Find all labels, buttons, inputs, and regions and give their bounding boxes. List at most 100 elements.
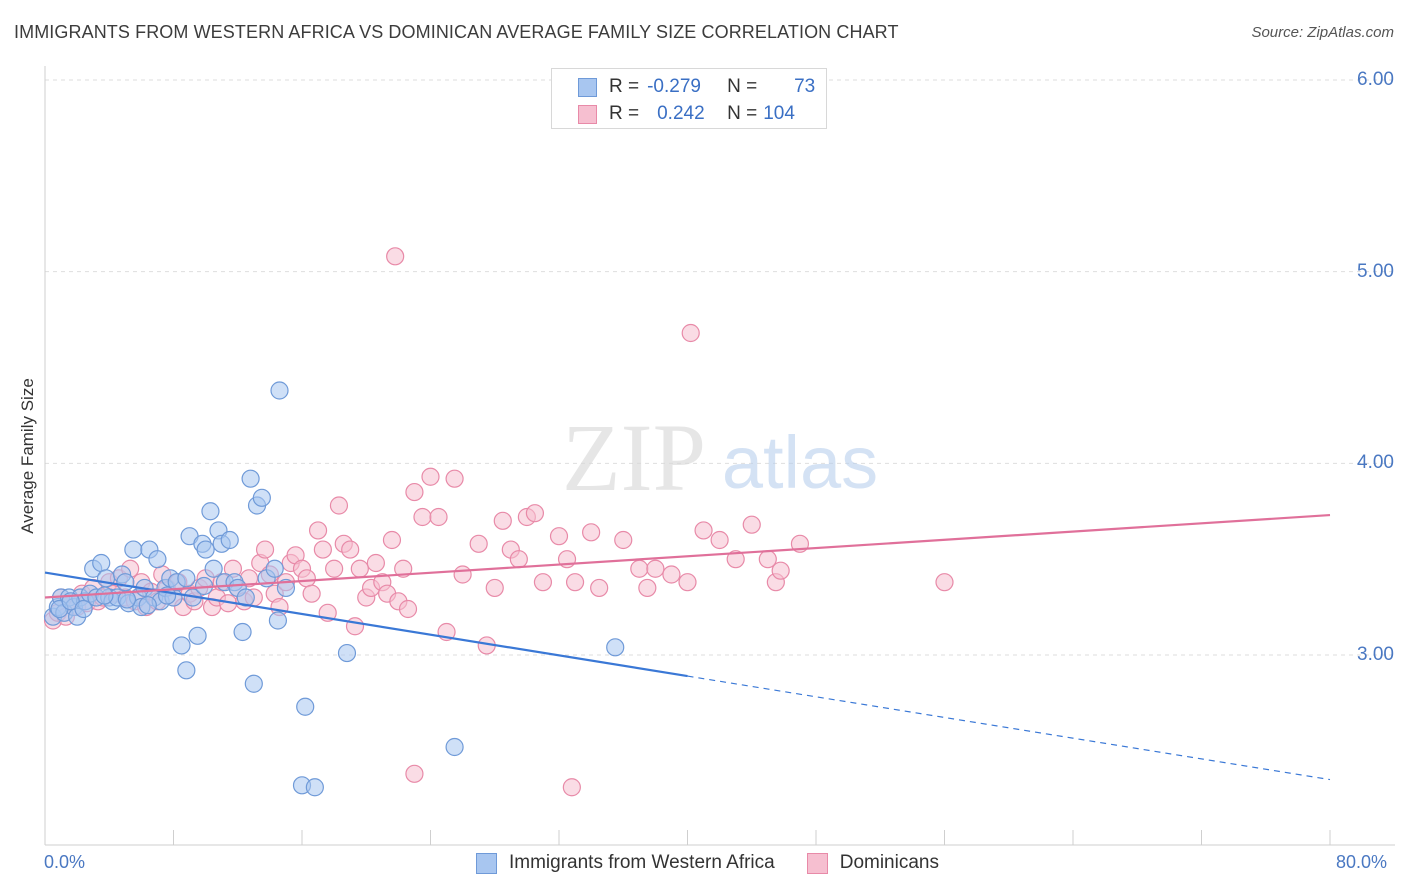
data-point <box>276 578 296 598</box>
data-point <box>172 636 191 655</box>
trend-line-western-africa-extension <box>687 675 1331 781</box>
r-value: -0.279 <box>647 76 701 97</box>
data-point <box>646 559 665 578</box>
data-point <box>220 530 239 550</box>
x-tick-label-max: 80.0% <box>1336 852 1388 872</box>
data-point <box>92 553 111 573</box>
y-tick-label: 4.00 <box>1357 452 1394 474</box>
data-point <box>678 573 697 592</box>
data-point <box>565 573 585 592</box>
data-point <box>386 247 405 266</box>
data-point <box>296 697 315 716</box>
data-point <box>366 553 385 573</box>
data-point <box>325 559 344 578</box>
data-point <box>329 496 349 515</box>
n-label: N = <box>727 76 758 97</box>
data-point <box>201 502 220 521</box>
data-point <box>525 504 545 523</box>
data-point <box>188 626 207 645</box>
legend-item-western-africa[interactable]: Immigrants from Western Africa <box>476 852 775 874</box>
stats-row-dominicans: R = 0.242 N = 104 <box>578 102 801 126</box>
r-label: R = <box>609 76 640 97</box>
data-point <box>394 559 413 578</box>
data-point <box>305 778 324 797</box>
data-point <box>268 611 288 630</box>
data-point <box>341 540 360 559</box>
axes <box>44 66 1395 846</box>
series-dominicans <box>43 247 954 797</box>
data-point <box>710 530 729 550</box>
data-point <box>771 561 790 580</box>
data-point <box>308 521 328 540</box>
data-point <box>255 540 275 559</box>
watermark-zip: ZIP <box>562 404 706 511</box>
chart-title: IMMIGRANTS FROM WESTERN AFRICA VS DOMINI… <box>14 22 899 42</box>
r-label: R = <box>609 103 640 124</box>
blue-legend-swatch <box>476 852 497 874</box>
data-point <box>614 530 633 550</box>
data-point <box>662 565 681 584</box>
data-point <box>241 469 260 488</box>
data-point <box>177 569 196 588</box>
n-value: 73 <box>794 76 816 97</box>
data-point <box>469 534 488 553</box>
data-point <box>204 559 223 578</box>
pink-legend-swatch <box>806 852 828 874</box>
legend-label: Dominicans <box>839 852 939 873</box>
r-value: 0.242 <box>657 103 705 124</box>
watermark: ZIP atlas <box>562 404 878 511</box>
data-point <box>485 578 504 598</box>
data-point <box>148 550 167 569</box>
data-point <box>935 573 954 592</box>
watermark-atlas: atlas <box>722 421 878 504</box>
data-point <box>382 530 402 550</box>
y-tick-label: 5.00 <box>1357 260 1394 282</box>
data-point <box>509 550 528 569</box>
data-point <box>345 617 365 636</box>
data-point <box>405 764 424 783</box>
data-point <box>124 540 143 559</box>
n-value: 104 <box>763 103 795 124</box>
n-label: N = <box>727 103 758 124</box>
y-axis-label: Average Family Size <box>18 378 37 534</box>
data-point <box>398 599 418 619</box>
data-point <box>337 643 357 663</box>
data-point <box>582 523 601 542</box>
data-point <box>742 515 761 534</box>
data-point <box>638 578 657 598</box>
data-point <box>413 507 432 527</box>
trend-line-dominicans <box>44 513 1331 599</box>
data-point <box>116 573 135 592</box>
data-point <box>177 661 196 680</box>
data-point <box>270 381 289 400</box>
data-point <box>590 578 609 598</box>
data-point <box>196 540 215 559</box>
blue-swatch <box>578 77 597 97</box>
data-point <box>117 590 137 609</box>
data-point <box>313 540 332 559</box>
x-tick-label-min: 0.0% <box>44 852 86 872</box>
data-point <box>562 778 581 797</box>
stats-row-western-africa: R = -0.279 N = 73 <box>578 75 815 99</box>
data-point <box>421 467 440 486</box>
data-point <box>606 638 625 657</box>
data-point <box>138 596 157 615</box>
y-tick-label: 6.00 <box>1357 69 1394 90</box>
legend-item-dominicans[interactable]: Dominicans <box>806 852 939 874</box>
data-point <box>445 737 464 757</box>
data-point <box>429 507 448 527</box>
data-point <box>694 521 713 540</box>
data-point <box>265 559 284 578</box>
legend-label: Immigrants from Western Africa <box>509 852 775 873</box>
data-point <box>726 550 745 569</box>
pink-swatch <box>578 104 597 124</box>
data-point <box>445 469 464 488</box>
data-point <box>453 565 472 584</box>
data-point <box>533 573 553 592</box>
series-legend: Immigrants from Western Africa Dominican… <box>476 852 971 874</box>
data-point <box>95 586 114 605</box>
data-point <box>297 569 316 588</box>
data-point <box>681 323 700 343</box>
data-point <box>252 488 271 507</box>
